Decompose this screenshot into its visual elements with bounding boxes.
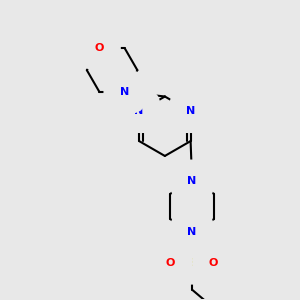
Text: O: O bbox=[209, 258, 218, 268]
Text: N: N bbox=[134, 106, 144, 116]
Text: O: O bbox=[166, 258, 175, 268]
Text: S: S bbox=[188, 258, 196, 268]
Text: N: N bbox=[188, 227, 197, 237]
Text: O: O bbox=[95, 43, 104, 53]
Text: N: N bbox=[120, 87, 129, 97]
Text: N: N bbox=[186, 106, 195, 116]
Text: N: N bbox=[188, 176, 197, 186]
